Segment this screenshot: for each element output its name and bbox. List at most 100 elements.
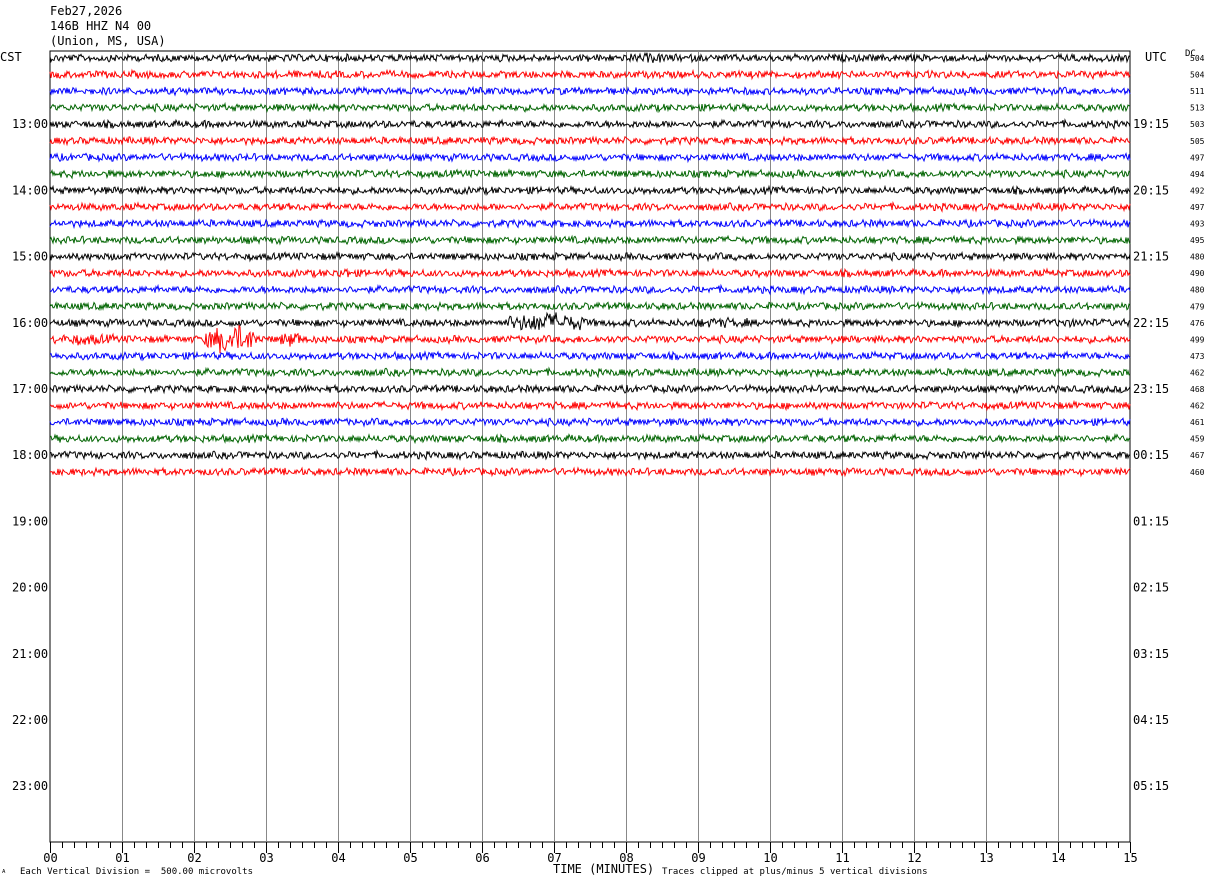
seismic-trace [49, 399, 1131, 412]
seismic-trace [49, 283, 1131, 296]
cst-hour-label: 15:00 [12, 250, 48, 264]
x-tick-label: 13 [979, 851, 993, 865]
seismic-trace [49, 85, 1131, 97]
cst-zone-label: CST [0, 50, 22, 64]
x-tick-label: 06 [475, 851, 489, 865]
dc-offset-label: 479 [1190, 302, 1205, 311]
seismic-trace [49, 466, 1131, 478]
dc-offset-label: 511 [1190, 87, 1205, 96]
cst-hour-label: 19:00 [12, 514, 48, 528]
date-label: Feb27,2026 [50, 4, 123, 18]
dc-offset-label: 504 [1190, 54, 1205, 63]
x-tick-label: 00 [43, 851, 57, 865]
utc-hour-label: 19:15 [1133, 117, 1169, 131]
seismic-trace [49, 324, 1131, 354]
seismic-trace [49, 101, 1131, 114]
dc-offset-label: 503 [1190, 120, 1205, 129]
x-tick-label: 09 [691, 851, 705, 865]
x-axis-title: TIME (MINUTES) [553, 862, 655, 876]
dc-offset-label: 459 [1190, 435, 1205, 444]
dc-offset-label: 493 [1190, 220, 1205, 229]
x-tick-label: 11 [835, 851, 849, 865]
x-tick-label: 01 [115, 851, 129, 865]
cst-hour-label: 16:00 [12, 316, 48, 330]
station-label: 146B HHZ N4 00 [50, 19, 152, 33]
dc-offset-label: 468 [1190, 385, 1205, 394]
x-tick-label: 03 [259, 851, 273, 865]
utc-hour-label: 22:15 [1133, 316, 1169, 330]
seismic-trace [49, 267, 1131, 279]
cst-hour-label: 18:00 [12, 448, 48, 462]
utc-hour-label: 04:15 [1133, 713, 1169, 727]
x-tick-label: 10 [763, 851, 777, 865]
seismic-trace [49, 350, 1131, 362]
utc-hour-label: 21:15 [1133, 250, 1169, 264]
seismic-trace [49, 416, 1131, 428]
dc-offset-label: 492 [1190, 186, 1205, 195]
dc-offset-label: 497 [1190, 153, 1205, 162]
utc-zone-label: UTC [1145, 50, 1167, 64]
seismic-trace [49, 151, 1131, 164]
dc-offset-label: 460 [1190, 468, 1205, 477]
dc-offset-label: 480 [1190, 286, 1205, 295]
dc-header-label: DC [1185, 49, 1196, 59]
dc-offset-label: 461 [1190, 418, 1205, 427]
dc-offset-label: 504 [1190, 71, 1205, 80]
seismic-trace [49, 118, 1131, 131]
cst-hour-label: 14:00 [12, 183, 48, 197]
x-tick-label: 15 [1123, 851, 1137, 865]
seismic-trace [49, 217, 1131, 230]
corner-mark: ᴬ [1, 869, 7, 879]
x-tick-label: 12 [907, 851, 921, 865]
utc-hour-label: 05:15 [1133, 779, 1169, 793]
seismic-trace [49, 311, 1131, 331]
cst-hour-label: 20:00 [12, 581, 48, 595]
utc-hour-label: 23:15 [1133, 382, 1169, 396]
dc-offset-label: 494 [1190, 170, 1205, 179]
seismic-trace [49, 300, 1131, 312]
dc-offset-label: 462 [1190, 368, 1205, 377]
dc-offset-label: 490 [1190, 269, 1205, 278]
x-tick-label: 08 [619, 851, 633, 865]
dc-offset-label: 476 [1190, 319, 1205, 328]
utc-hour-label: 01:15 [1133, 514, 1169, 528]
seismic-trace [49, 51, 1131, 64]
cst-hour-label: 13:00 [12, 117, 48, 131]
seismic-trace [49, 449, 1131, 462]
dc-offset-label: 513 [1190, 104, 1205, 113]
seismic-trace [49, 250, 1131, 263]
utc-hour-label: 02:15 [1133, 581, 1169, 595]
seismic-trace [49, 68, 1131, 81]
dc-offset-label: 467 [1190, 451, 1205, 460]
seismic-trace [49, 234, 1131, 246]
clip-note: Traces clipped at plus/minus 5 vertical … [662, 867, 928, 877]
utc-hour-label: 03:15 [1133, 647, 1169, 661]
plot-frame [49, 50, 1131, 843]
dc-offset-label: 505 [1190, 137, 1205, 146]
location-label: (Union, MS, USA) [50, 34, 166, 48]
cst-hour-label: 21:00 [12, 647, 48, 661]
utc-hour-label: 00:15 [1133, 448, 1169, 462]
seismic-trace [49, 135, 1131, 147]
dc-offset-label: 497 [1190, 203, 1205, 212]
dc-offset-label: 495 [1190, 236, 1205, 245]
dc-offset-label: 499 [1190, 335, 1205, 344]
seismic-trace [49, 168, 1131, 180]
x-tick-label: 14 [1051, 851, 1065, 865]
cst-hour-label: 22:00 [12, 713, 48, 727]
x-tick-label: 04 [331, 851, 345, 865]
dc-offset-label: 473 [1190, 352, 1205, 361]
seismic-trace [49, 184, 1131, 196]
cst-hour-label: 23:00 [12, 779, 48, 793]
seismic-trace [49, 200, 1131, 213]
x-tick-label: 07 [547, 851, 561, 865]
x-tick-label: 05 [403, 851, 417, 865]
utc-hour-label: 20:15 [1133, 183, 1169, 197]
scale-note: Each Vertical Division = 500.00 microvol… [20, 867, 253, 877]
seismic-trace [49, 366, 1131, 379]
seismic-trace [49, 432, 1131, 445]
seismic-trace [49, 383, 1131, 395]
dc-offset-label: 480 [1190, 253, 1205, 262]
cst-hour-label: 17:00 [12, 382, 48, 396]
